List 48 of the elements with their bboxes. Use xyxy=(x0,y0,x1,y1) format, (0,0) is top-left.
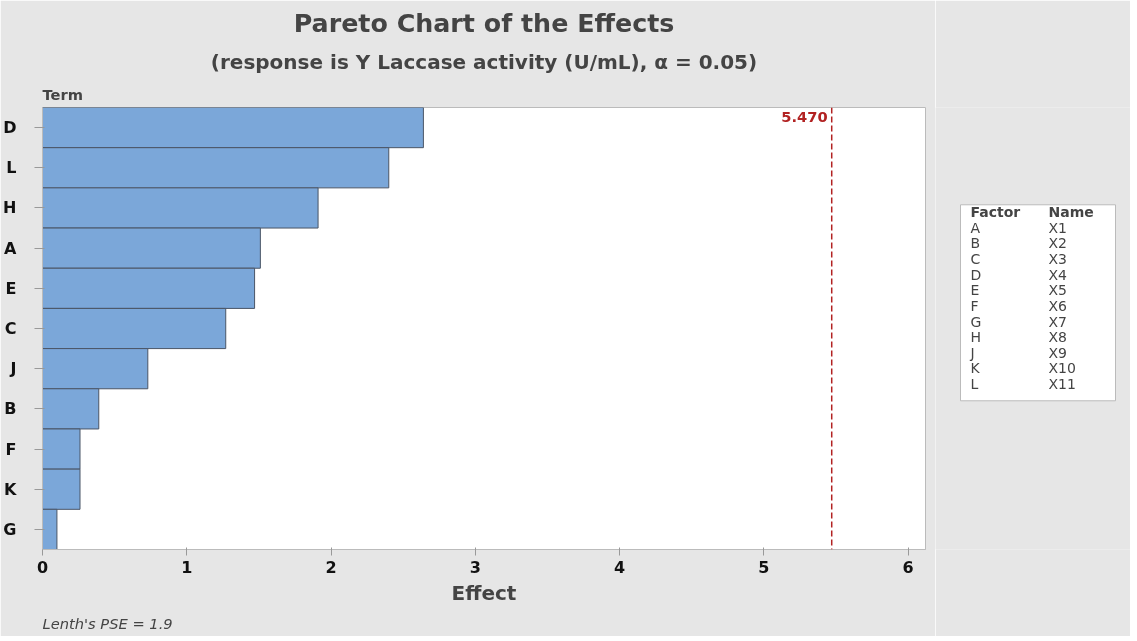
x-tick-label: 0 xyxy=(36,557,49,577)
text: G xyxy=(970,313,982,330)
y-tick-label: J xyxy=(9,359,17,379)
x-tick-label: 3 xyxy=(469,557,481,577)
y-tick-label: K xyxy=(4,479,18,499)
chart-subtitle: (response is Y Laccase activity (U/mL), α = 0.05) xyxy=(210,49,758,74)
y-tick-label: E xyxy=(5,278,17,298)
y-tick-label: C xyxy=(4,319,17,338)
text: Factor xyxy=(970,204,1021,221)
x-tick-label: 6 xyxy=(902,557,914,577)
text: X6 xyxy=(1048,297,1068,314)
text: L xyxy=(970,376,979,393)
text: H xyxy=(970,329,982,346)
x-axis-title: Effect xyxy=(451,580,517,605)
y-tick-label: F xyxy=(5,439,17,459)
text: X3 xyxy=(1048,251,1067,267)
text: J xyxy=(969,344,975,361)
text: X2 xyxy=(1048,235,1067,252)
text: X7 xyxy=(1048,313,1067,330)
y-tick-label: A xyxy=(4,238,18,258)
text: A xyxy=(970,219,981,236)
text: X4 xyxy=(1048,266,1068,283)
x-tick-label: 5 xyxy=(758,557,770,577)
y-tick-label: G xyxy=(3,519,17,539)
x-tick-label: 1 xyxy=(181,557,193,577)
text: X8 xyxy=(1048,329,1067,346)
text: F xyxy=(970,297,979,314)
x-tick-label: 4 xyxy=(614,557,626,577)
text: E xyxy=(970,282,980,299)
y-tick-label: H xyxy=(3,198,17,218)
text: Lenth's PSE = 1.9 xyxy=(42,614,173,632)
y-tick-label: D xyxy=(3,118,17,138)
ref-line-label: 5.470 xyxy=(781,107,828,125)
text: C xyxy=(970,251,981,267)
text: D xyxy=(970,266,982,283)
text: Name xyxy=(1048,204,1094,221)
text: X11 xyxy=(1048,376,1076,393)
text: K xyxy=(970,360,981,377)
text: X1 xyxy=(1048,219,1067,236)
text: X9 xyxy=(1048,344,1067,361)
y-tick-label: L xyxy=(6,158,17,178)
text: B xyxy=(970,235,981,252)
text: X10 xyxy=(1048,360,1076,377)
x-tick-label: 2 xyxy=(325,557,337,577)
y-tick-label: B xyxy=(4,399,17,419)
y-axis-title: Term xyxy=(42,85,83,103)
text: X5 xyxy=(1048,282,1067,299)
chart-title: Pareto Chart of the Effects xyxy=(293,7,675,38)
